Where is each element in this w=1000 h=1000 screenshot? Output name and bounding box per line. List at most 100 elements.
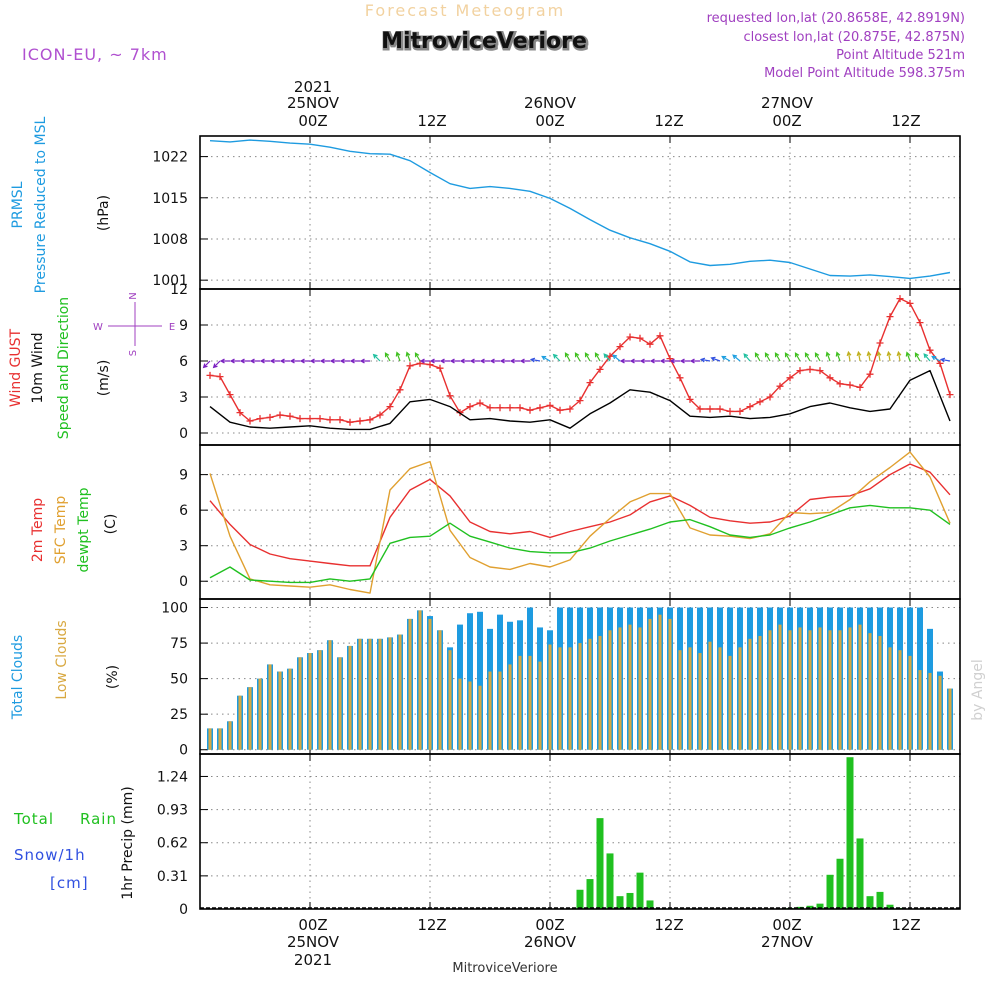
wind-direction-arrow-12 <box>319 358 330 364</box>
wind-direction-arrow-15 <box>349 358 360 364</box>
precip-ytick-label-4: 1.24 <box>157 769 188 785</box>
low-cloud-bar-1 <box>218 728 222 750</box>
precip-unit: 1hr Precip (mm) <box>120 786 136 899</box>
gust-marker-1 <box>216 373 224 381</box>
bottom-hour-label-5: 00Z <box>772 916 801 934</box>
wind-direction-arrow-1 <box>212 360 221 369</box>
precip-bar-1 <box>586 879 594 909</box>
gust-marker-65 <box>856 383 864 391</box>
wind-direction-arrow-50 <box>699 357 711 363</box>
wind-direction-arrow-4 <box>239 358 250 364</box>
wind-direction-arrow-19 <box>395 351 401 362</box>
wind-direction-arrow-32 <box>519 358 530 364</box>
low-cloud-bar-53 <box>738 647 742 750</box>
station-title-fg: MitroviceVeriore <box>381 29 587 54</box>
gust-marker-14 <box>346 418 354 426</box>
low-cloud-bar-35 <box>558 647 562 750</box>
gust-marker-56 <box>766 393 774 401</box>
gust-marker-16 <box>366 416 374 424</box>
pressure-series-pressure-reduced-to-msl <box>209 139 951 280</box>
gust-marker-38 <box>586 379 594 387</box>
gust-marker-41 <box>616 343 624 351</box>
gust-marker-27 <box>476 399 484 407</box>
pressure-panel-frame <box>199 135 961 290</box>
temp-unit: (C) <box>103 514 119 535</box>
low-cloud-bar-60 <box>808 630 812 750</box>
cloud-unit: (%) <box>105 665 121 689</box>
low-cloud-bar-51 <box>718 647 722 750</box>
low-cloud-bar-59 <box>798 627 802 750</box>
low-cloud-bar-32 <box>528 655 532 750</box>
low-cloud-bar-57 <box>778 624 782 750</box>
credit-label: by Angel <box>970 659 986 720</box>
gust-marker-40 <box>606 352 614 360</box>
wind-direction-arrow-22 <box>419 358 430 364</box>
clouds-ytick-label-0: 0 <box>179 743 188 759</box>
wind-direction-arrow-29 <box>489 358 500 364</box>
gust-marker-17 <box>376 411 384 419</box>
gust-marker-30 <box>506 404 514 412</box>
low-cloud-bar-43 <box>638 627 642 750</box>
wind-direction-arrow-47 <box>669 358 680 364</box>
wind-series-10m-wind <box>209 369 951 431</box>
wind-direction-arrow-23 <box>429 358 440 364</box>
gust-marker-58 <box>786 374 794 382</box>
gust-marker-43 <box>636 334 644 342</box>
wind-direction-arrow-73 <box>931 355 941 362</box>
cloud-label-total: Total Clouds <box>10 635 26 720</box>
gust-marker-35 <box>556 406 564 414</box>
product-title: Forecast Meteogram <box>365 1 565 20</box>
wind-direction-arrow-56 <box>764 352 771 362</box>
low-cloud-bar-70 <box>908 655 912 750</box>
gust-marker-19 <box>396 386 404 394</box>
wind-direction-arrow-60 <box>804 352 811 362</box>
gust-marker-26 <box>466 403 474 411</box>
wind-direction-arrow-74 <box>939 357 951 363</box>
compass-n: N <box>128 292 139 299</box>
low-cloud-bar-23 <box>438 630 442 750</box>
low-cloud-bar-63 <box>838 630 842 750</box>
gust-marker-74 <box>946 391 954 399</box>
bottom-day-label-3: 27NOV <box>761 933 814 951</box>
pressure-label-1: PRMSL <box>10 181 26 228</box>
low-cloud-bar-3 <box>238 695 242 750</box>
gust-marker-29 <box>496 404 504 412</box>
low-cloud-bar-69 <box>898 650 902 750</box>
bottom-day-label-1: 25NOV <box>287 933 340 951</box>
wind-ytick-label-1: 3 <box>179 390 188 406</box>
gust-marker-47 <box>676 374 684 382</box>
wind-direction-arrow-57 <box>774 352 781 362</box>
gust-marker-10 <box>306 415 314 423</box>
wind-direction-arrow-36 <box>564 352 571 362</box>
gust-marker-73 <box>936 359 944 367</box>
wind-direction-arrow-44 <box>639 358 650 364</box>
station-title: MitroviceVeriore <box>382 30 588 55</box>
wind-direction-arrow-68 <box>886 350 892 362</box>
bottom-day-label-2: 26NOV <box>524 933 577 951</box>
bottom-hour-label-4: 12Z <box>654 916 683 934</box>
low-cloud-bar-13 <box>338 657 342 750</box>
wind-direction-arrow-13 <box>329 358 340 364</box>
precip-bar-4 <box>616 896 624 909</box>
gust-marker-66 <box>866 370 874 378</box>
low-cloud-bar-71 <box>918 670 922 750</box>
precip-ytick-label-3: 0.93 <box>157 803 188 819</box>
wind-direction-arrow-21 <box>414 352 421 362</box>
wind-direction-arrow-37 <box>574 352 581 362</box>
gust-marker-69 <box>896 295 904 303</box>
low-cloud-bar-29 <box>498 671 502 750</box>
low-cloud-bar-12 <box>328 640 332 750</box>
low-cloud-bar-8 <box>288 668 292 750</box>
gust-marker-42 <box>626 333 634 341</box>
wind-direction-arrow-72 <box>923 353 931 362</box>
wind-direction-arrow-49 <box>689 358 700 364</box>
wind-direction-arrow-55 <box>754 352 761 362</box>
gust-marker-5 <box>256 415 264 423</box>
gust-marker-33 <box>536 404 544 412</box>
clouds-ytick-label-3: 75 <box>170 636 188 652</box>
low-cloud-bar-21 <box>418 610 422 750</box>
precip-bar-17 <box>856 838 864 909</box>
gust-marker-64 <box>846 381 854 389</box>
wind-direction-arrow-58 <box>784 352 791 362</box>
low-cloud-bar-44 <box>648 618 652 750</box>
